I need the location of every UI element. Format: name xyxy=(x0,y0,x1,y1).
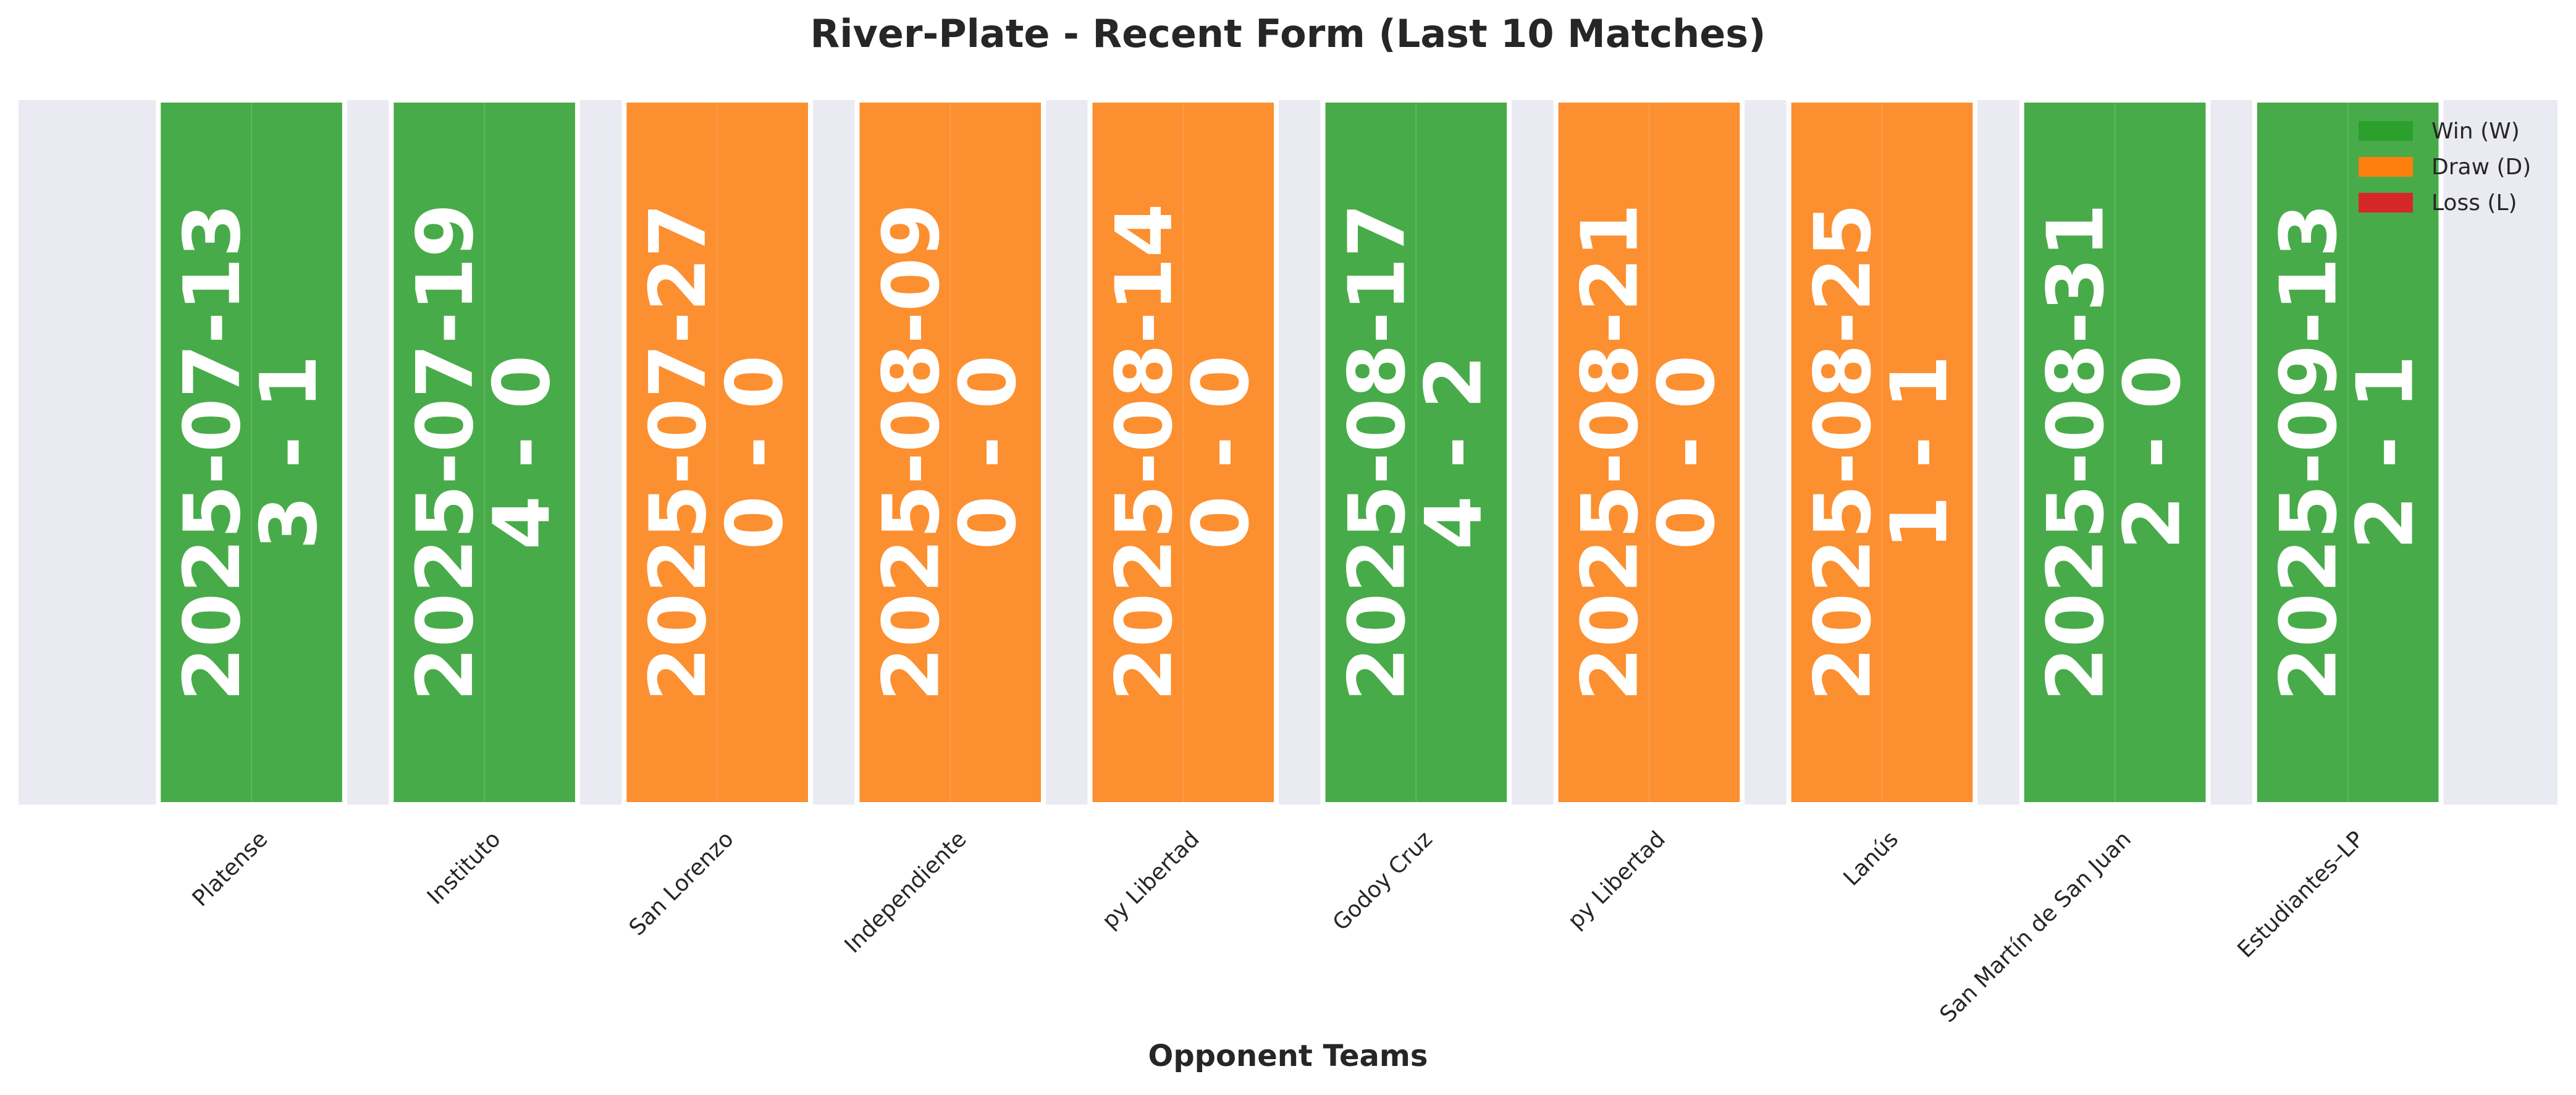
bar-label-date: 2025-08-25 xyxy=(1798,203,1888,701)
bar-label-score: 0 - 0 xyxy=(1175,355,1266,549)
bar-label-score: 2 - 1 xyxy=(2340,355,2431,549)
bar xyxy=(1553,98,1745,807)
bar xyxy=(156,98,347,807)
x-axis-label: Opponent Teams xyxy=(1148,1039,1428,1073)
x-tick-label: San Lorenzo xyxy=(625,826,739,941)
bar-label-score: 0 - 0 xyxy=(942,355,1033,549)
chart-title: River-Plate - Recent Form (Last 10 Match… xyxy=(810,11,1766,56)
bar-label-date: 2025-08-14 xyxy=(1098,203,1189,701)
x-tick-labels: Platense Instituto San Lorenzo Independient… xyxy=(188,826,2369,1028)
bar-label: 2025-09-132 - 1 xyxy=(2263,203,2431,701)
bar xyxy=(2252,98,2444,807)
bar-label: 2025-08-090 - 0 xyxy=(865,203,1033,701)
x-tick-label: py Libertad xyxy=(1097,826,1205,934)
bar-group: 2025-08-090 - 0 xyxy=(854,98,1046,807)
bar-label: 2025-08-140 - 0 xyxy=(1098,203,1266,701)
legend-item: Win (W) xyxy=(2359,119,2520,144)
bar xyxy=(621,98,814,807)
bar-group: 2025-07-194 - 0 xyxy=(389,98,580,807)
bar-label: 2025-08-174 - 2 xyxy=(1331,203,1499,701)
bar-group: 2025-08-174 - 2 xyxy=(1320,98,1512,807)
bar xyxy=(2019,98,2211,807)
bar-label-score: 0 - 0 xyxy=(709,355,800,549)
x-tick-label: Estudiantes–LP xyxy=(2233,826,2370,963)
bar-label-date: 2025-08-21 xyxy=(1564,203,1655,701)
bar-label: 2025-07-194 - 0 xyxy=(400,203,567,701)
x-tick-label: Lanús xyxy=(1839,826,1903,890)
bar-label: 2025-07-133 - 1 xyxy=(167,203,334,701)
legend: Win (W) Draw (D) Loss (L) xyxy=(2359,119,2531,216)
x-tick-label: San Martín de San Juan xyxy=(1935,826,2136,1028)
bar-label-score: 2 - 0 xyxy=(2107,355,2198,549)
legend-swatch xyxy=(2359,121,2413,141)
legend-label: Win (W) xyxy=(2431,119,2520,144)
legend-swatch xyxy=(2359,193,2413,213)
bar-label: 2025-08-251 - 1 xyxy=(1798,203,1965,701)
legend-item: Draw (D) xyxy=(2359,154,2531,180)
x-tick-label: Instituto xyxy=(423,826,506,910)
bar-group: 2025-08-312 - 0 xyxy=(2019,98,2211,807)
bar xyxy=(1786,98,1978,807)
legend-label: Loss (L) xyxy=(2431,190,2517,216)
bar-label-date: 2025-08-09 xyxy=(865,203,956,701)
bar-label: 2025-07-270 - 0 xyxy=(633,203,800,701)
bar-group: 2025-07-133 - 1 xyxy=(156,98,347,807)
bar xyxy=(389,98,580,807)
bar-label-date: 2025-07-27 xyxy=(633,203,723,701)
x-tick-label: Independiente xyxy=(840,826,972,958)
x-tick-label: py Libertad xyxy=(1563,826,1670,934)
bar-group: 2025-09-132 - 1 xyxy=(2252,98,2444,807)
bar-label-score: 3 - 1 xyxy=(243,355,334,549)
bar-group: 2025-08-210 - 0 xyxy=(1553,98,1745,807)
bar-label-date: 2025-08-17 xyxy=(1331,203,1422,701)
x-tick-label: Godoy Cruz xyxy=(1328,826,1437,936)
bar-group: 2025-08-251 - 1 xyxy=(1786,98,1978,807)
bar-label: 2025-08-312 - 0 xyxy=(2031,203,2198,701)
legend-swatch xyxy=(2359,157,2413,177)
bar xyxy=(1320,98,1512,807)
bar-label-score: 1 - 1 xyxy=(1874,355,1965,549)
bars-group: 2025-07-133 - 1 2025-07-194 - 0 2025-07-27… xyxy=(156,98,2444,807)
x-tick-label: Platense xyxy=(188,826,273,911)
bar-label: 2025-08-210 - 0 xyxy=(1564,203,1732,701)
bar xyxy=(854,98,1046,807)
bar-label-score: 0 - 0 xyxy=(1641,355,1732,549)
bar-group: 2025-07-270 - 0 xyxy=(621,98,814,807)
legend-label: Draw (D) xyxy=(2431,154,2531,180)
bar-label-date: 2025-08-31 xyxy=(2031,203,2121,701)
bar-label-score: 4 - 2 xyxy=(1408,355,1499,549)
bar-group: 2025-08-140 - 0 xyxy=(1087,98,1279,807)
bar xyxy=(1087,98,1279,807)
bar-label-score: 4 - 0 xyxy=(476,355,567,549)
bar-label-date: 2025-09-13 xyxy=(2263,203,2354,701)
bar-label-date: 2025-07-13 xyxy=(167,203,258,701)
bar-label-date: 2025-07-19 xyxy=(400,203,490,701)
legend-item: Loss (L) xyxy=(2359,190,2517,216)
